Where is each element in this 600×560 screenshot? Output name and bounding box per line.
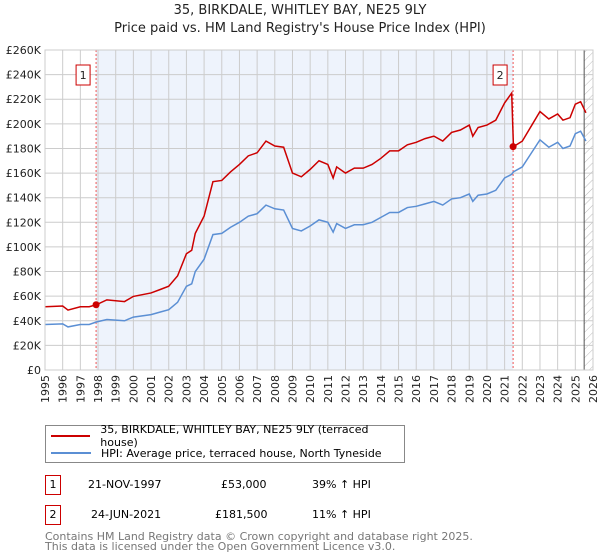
y-tick-label: £160K [6, 167, 42, 180]
y-tick-label: £140K [6, 192, 42, 205]
x-tick-label: 2008 [269, 375, 282, 403]
table-row: 1 21-NOV-1997 £53,000 39% ↑ HPI [45, 475, 445, 495]
x-tick-label: 2009 [286, 375, 299, 403]
footer-copyright: Contains HM Land Registry data © Crown c… [45, 530, 473, 543]
sale-point [509, 143, 517, 151]
legend-red-label: 35, BIRKDALE, WHITLEY BAY, NE25 9LY (ter… [100, 423, 369, 449]
plot-border [44, 49, 594, 371]
sale-marker-badge: 2 [45, 505, 61, 525]
x-tick-label: 1997 [74, 375, 87, 403]
y-tick-label: £220K [6, 93, 42, 106]
x-tick-label: 2016 [410, 375, 423, 403]
sale-point [92, 301, 100, 309]
y-tick-label: £200K [6, 118, 42, 131]
legend-red-line [51, 435, 91, 437]
sale-marker-badge: 1 [45, 475, 61, 495]
x-tick-label: 2007 [251, 375, 264, 403]
x-tick-label: 2018 [446, 375, 459, 403]
sale-hpi-diff: 11% ↑ HPI [312, 508, 371, 521]
x-tick-label: 2017 [428, 375, 441, 403]
x-tick-label: 2011 [322, 375, 335, 403]
y-tick-label: £40K [13, 315, 42, 328]
x-tick-label: 2022 [516, 375, 529, 403]
sale-price: £53,000 [221, 478, 267, 491]
chart-subtitle: Price paid vs. HM Land Registry's House … [114, 21, 486, 36]
x-tick-label: 2004 [198, 375, 211, 403]
sale-date: 21-NOV-1997 [88, 478, 162, 491]
x-tick-label: 2015 [393, 375, 406, 403]
legend: 35, BIRKDALE, WHITLEY BAY, NE25 9LY (ter… [45, 423, 405, 463]
series-line [44, 130, 587, 328]
y-tick-label: £260K [6, 44, 42, 57]
x-tick-label: 2000 [127, 375, 140, 403]
x-tick-label: 2020 [481, 375, 494, 403]
x-tick-label: 2001 [145, 375, 158, 403]
x-tick-label: 2023 [534, 375, 547, 403]
x-tick-label: 2025 [569, 375, 582, 403]
sale-date: 24-JUN-2021 [91, 508, 162, 521]
table-row: 2 24-JUN-2021 £181,500 11% ↑ HPI [45, 505, 445, 525]
x-tick-label: 1999 [110, 375, 123, 403]
forecast-hatch [584, 50, 593, 370]
y-tick-label: £20K [13, 339, 42, 352]
sale-marker-box [492, 64, 508, 86]
x-tick-label: 2010 [304, 375, 317, 403]
x-tick-label: 1998 [92, 375, 105, 403]
x-tick-label: 2005 [216, 375, 229, 403]
y-tick-label: £120K [6, 216, 42, 229]
footer-licence: This data is licensed under the Open Gov… [45, 540, 396, 553]
y-tick-label: £60K [13, 290, 42, 303]
y-tick-label: £0 [27, 364, 41, 377]
x-tick-label: 2024 [552, 375, 565, 403]
x-tick-label: 2002 [163, 375, 176, 403]
chart-title: 35, BIRKDALE, WHITLEY BAY, NE25 9LY [173, 3, 427, 18]
legend-blue-line [51, 452, 91, 454]
x-tick-label: 2014 [375, 375, 388, 403]
sale-price: £181,500 [215, 508, 268, 521]
x-tick-label: 2012 [340, 375, 353, 403]
legend-blue-label: HPI: Average price, terraced house, Nort… [101, 446, 382, 460]
y-tick-label: £240K [6, 69, 42, 82]
x-tick-label: 2003 [180, 375, 193, 403]
sale-marker-label: 1 [80, 69, 87, 82]
plot-area: 1995 1996 1997 1998 1999 2000 2001 2002 2003 2004… [6, 44, 600, 403]
x-tick-label: 2026 [587, 375, 600, 403]
sale-hpi-diff: 39% ↑ HPI [312, 478, 371, 491]
x-tick-label: 1995 [39, 375, 52, 403]
sale-period-shade [96, 50, 514, 370]
y-tick-label: £180K [6, 142, 42, 155]
x-tick-label: 2013 [357, 375, 370, 403]
y-tick-label: £80K [13, 266, 42, 279]
x-tick-label: 2021 [499, 375, 512, 403]
series-line [44, 90, 587, 311]
y-tick-label: £100K [6, 241, 42, 254]
x-tick-label: 1996 [57, 375, 70, 403]
sale-marker-label: 2 [497, 69, 504, 82]
x-tick-label: 2019 [463, 375, 476, 403]
sale-marker-box [75, 64, 91, 86]
x-tick-label: 2006 [233, 375, 246, 403]
